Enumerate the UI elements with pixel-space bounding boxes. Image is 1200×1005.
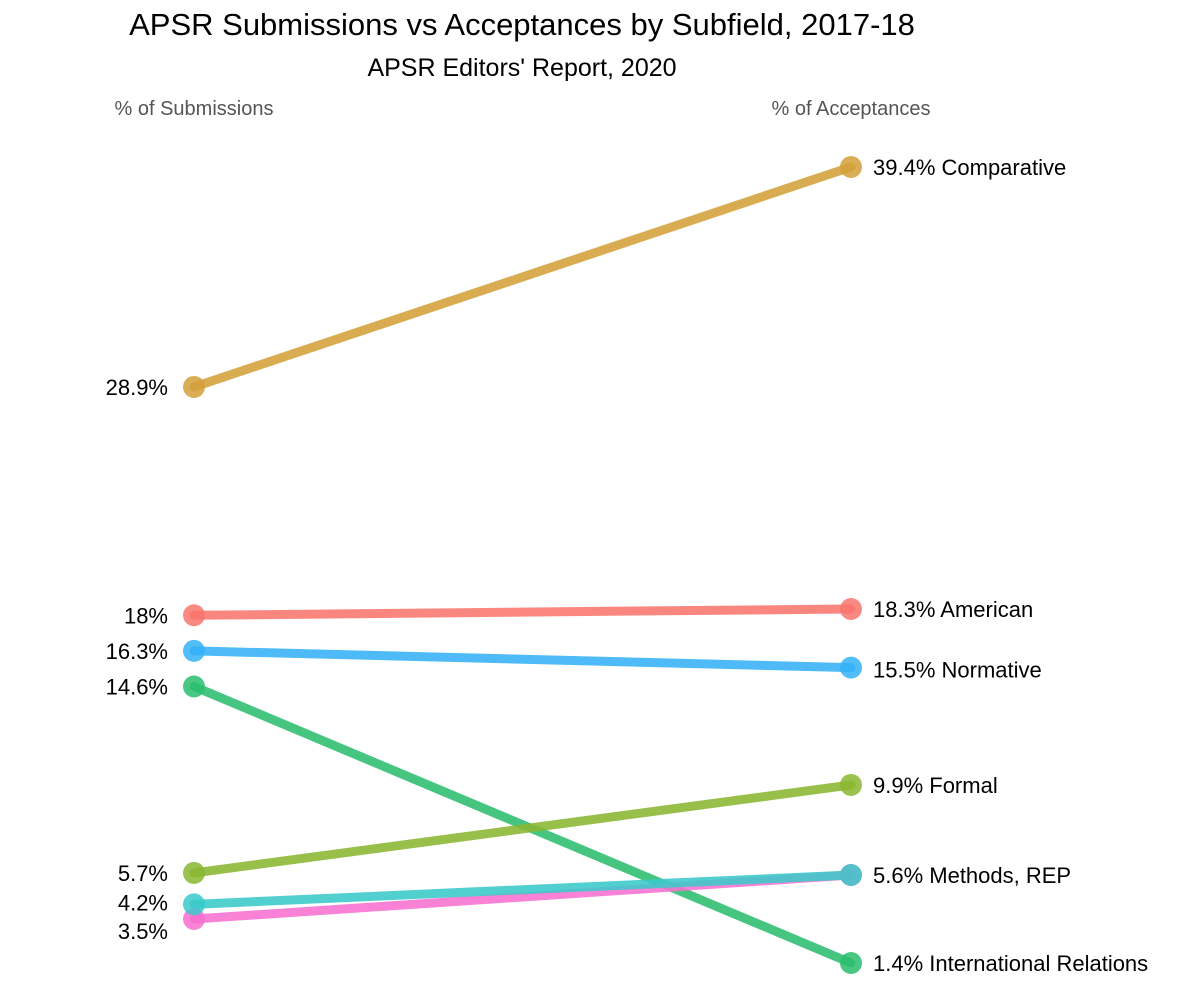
value-labels: 28.9% 39.4% Comparative 18% 18.3% American 1… <box>106 155 1149 976</box>
point-right-american <box>840 597 862 620</box>
label-right-comparative: 39.4% Comparative <box>873 155 1066 180</box>
point-left-normative <box>183 639 205 662</box>
series-points <box>183 156 862 974</box>
series-line-american <box>189 604 856 620</box>
point-right-normative <box>840 656 862 679</box>
label-right-methods-rep: 5.6% Methods, REP <box>873 863 1071 888</box>
label-right-formal: 9.9% Formal <box>873 773 998 798</box>
chart-title: APSR Submissions vs Acceptances by Subfi… <box>129 7 915 42</box>
series-line-formal <box>189 780 856 878</box>
point-right-formal <box>840 773 862 796</box>
label-left-american: 18% <box>124 603 168 628</box>
label-left-series-6: 4.2% <box>118 890 168 915</box>
series-line-normative <box>189 646 856 673</box>
point-left-american <box>183 604 205 627</box>
label-left-normative: 16.3% <box>106 639 168 664</box>
point-left-international-relations <box>183 675 205 698</box>
point-left-comparative <box>183 375 205 398</box>
point-right-international-relations <box>840 952 862 974</box>
label-right-international-relations: 1.4% International Relations <box>873 951 1148 976</box>
series-line-comparative <box>189 162 856 392</box>
point-left-series-6 <box>183 893 205 916</box>
label-right-normative: 15.5% Normative <box>873 658 1042 683</box>
point-right-series-6 <box>840 864 862 887</box>
series-lines <box>189 162 856 968</box>
label-left-international-relations: 14.6% <box>106 674 168 699</box>
label-right-american: 18.3% American <box>873 597 1033 622</box>
label-left-formal: 5.7% <box>118 861 168 886</box>
label-left-comparative: 28.9% <box>106 375 168 400</box>
series-line-series-6 <box>189 870 856 909</box>
left-column-label: % of Submissions <box>115 98 274 120</box>
point-left-formal <box>183 861 205 884</box>
chart-subtitle: APSR Editors' Report, 2020 <box>367 54 676 82</box>
point-right-comparative <box>840 156 862 178</box>
label-left-methods-rep: 3.5% <box>118 919 168 944</box>
right-column-label: % of Acceptances <box>772 98 931 120</box>
